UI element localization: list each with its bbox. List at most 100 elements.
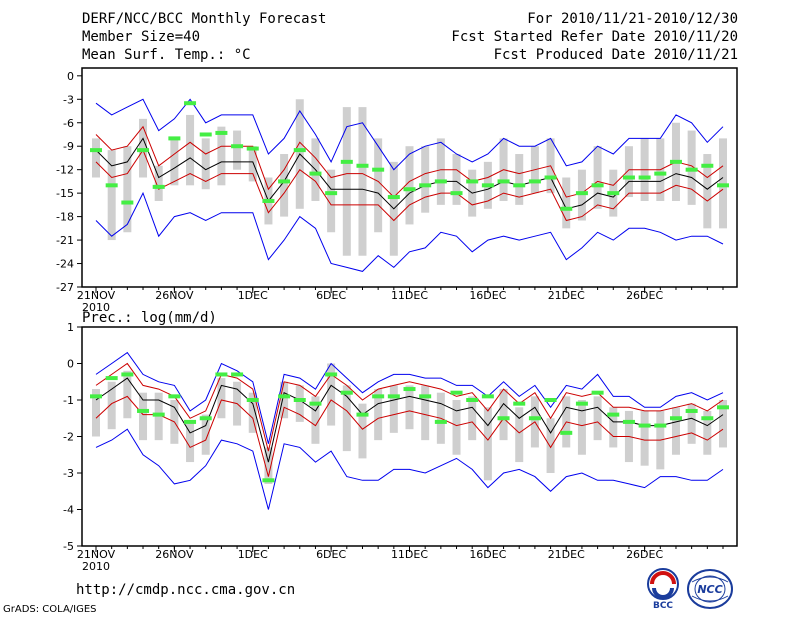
prec-spread-box — [421, 385, 430, 441]
prec-upper-inner-line — [95, 362, 724, 452]
prec-observed-mark — [701, 416, 714, 421]
prec-year-label: 2010 — [82, 560, 110, 573]
temp-spread-box — [327, 169, 336, 233]
prec-observed-mark — [685, 408, 698, 413]
temp-observed-mark — [497, 179, 510, 184]
prec-observed-mark — [137, 408, 150, 413]
temp-ytick-label: 0 — [67, 70, 74, 83]
temp-observed-mark — [215, 130, 228, 135]
temp-observed-mark — [325, 191, 338, 196]
prec-observed-mark — [717, 405, 729, 410]
temp-spread-box — [342, 107, 351, 256]
prec-ytick-label: -5 — [63, 540, 74, 553]
prec-observed-mark — [309, 401, 322, 406]
temp-observed-mark — [591, 183, 604, 188]
prec-observed-mark — [466, 398, 479, 402]
prec-xtick-label: 16DEC — [469, 548, 506, 561]
temp-spread-box — [92, 138, 100, 178]
ncc-logo-icon: NCC — [687, 569, 733, 609]
temp-spread-box — [593, 146, 602, 209]
temperature-variable-label: Mean Surf. Temp.: °C — [82, 47, 251, 63]
temp-observed-mark — [309, 171, 322, 176]
temp-observed-mark — [701, 163, 714, 168]
bcc-logo-icon: BCC — [647, 568, 679, 610]
temp-spread-box — [405, 146, 414, 225]
temp-spread-box — [421, 146, 430, 213]
grads-credit: GrADS: COLA/IGES — [3, 604, 97, 615]
temp-upper-outer-line — [95, 98, 724, 171]
temp-observed-mark — [90, 148, 102, 153]
prec-observed-mark — [105, 376, 118, 381]
temp-spread-box — [436, 138, 445, 205]
prec-observed-mark — [450, 390, 463, 395]
forecast-period-label: For 2010/11/21-2010/12/30 — [527, 11, 738, 27]
temp-spread-box — [358, 107, 367, 256]
temp-spread-box — [107, 150, 116, 241]
prec-spread-box — [201, 414, 210, 455]
temp-observed-mark — [513, 183, 526, 188]
prec-spread-box — [264, 447, 273, 484]
temp-spread-box — [280, 154, 289, 217]
prec-observed-mark — [497, 416, 510, 421]
temp-spread-box — [374, 138, 383, 233]
temp-spread-box — [123, 146, 132, 233]
temp-observed-mark — [638, 175, 651, 180]
prec-spread-box — [499, 389, 508, 441]
prec-observed-mark — [638, 423, 651, 428]
temp-spread-box — [170, 138, 179, 186]
temp-year-label: 2010 — [82, 301, 110, 314]
temp-observed-mark — [434, 179, 447, 184]
prec-xtick-label: 1DEC — [238, 548, 268, 561]
temp-spread-box — [515, 154, 524, 205]
chart-title: DERF/NCC/BCC Monthly Forecast — [82, 11, 327, 27]
prec-spread-box — [546, 418, 555, 473]
prec-spread-box — [609, 407, 618, 448]
temp-spread-box — [217, 126, 226, 186]
prec-observed-mark — [356, 412, 369, 417]
footer-url: http://cmdp.ncc.cma.gov.cn — [76, 582, 296, 598]
prec-ytick-label: -4 — [63, 504, 74, 517]
temp-ytick-label: -18 — [56, 211, 74, 224]
temp-observed-mark — [560, 206, 573, 211]
prec-spread-box — [295, 385, 304, 422]
prec-ytick-label: 1 — [67, 321, 74, 334]
temp-spread-box — [186, 114, 195, 186]
temp-observed-mark — [403, 187, 416, 192]
temp-observed-mark — [575, 191, 588, 196]
temp-lower-outer-line — [95, 191, 724, 272]
temp-xtick-label: 11DEC — [391, 289, 428, 302]
prec-ytick-label: 0 — [67, 358, 74, 371]
temp-ytick-label: -24 — [56, 258, 74, 271]
prec-observed-mark — [669, 416, 682, 421]
prec-spread-box — [327, 363, 336, 426]
prec-xtick-label: 21DEC — [548, 548, 585, 561]
prec-observed-mark — [293, 398, 306, 402]
prec-observed-mark — [403, 387, 416, 392]
temp-observed-mark — [340, 159, 353, 164]
prec-upper-outer-line — [95, 351, 724, 444]
temp-observed-mark — [466, 179, 479, 184]
temp-spread-box — [248, 146, 257, 182]
prec-xtick-label: 6DEC — [316, 548, 346, 561]
prec-spread-box — [405, 385, 414, 430]
temp-observed-mark — [481, 183, 494, 188]
forecast-produced-label: Fcst Produced Date 2010/11/21 — [493, 47, 738, 63]
temp-observed-mark — [231, 144, 244, 149]
temp-observed-mark — [184, 101, 197, 106]
temp-observed-mark — [168, 136, 181, 141]
prec-spread-box — [671, 407, 680, 455]
temp-observed-mark — [544, 175, 557, 180]
temp-ytick-label: -15 — [56, 187, 74, 200]
prec-observed-mark — [387, 394, 400, 399]
prec-observed-mark — [575, 401, 588, 406]
temp-observed-mark — [685, 167, 698, 172]
prec-spread-box — [452, 400, 461, 455]
prec-observed-mark — [231, 372, 244, 377]
prec-observed-mark — [560, 430, 573, 435]
temp-xtick-label: 21NOV — [77, 289, 116, 302]
prec-spread-box — [703, 410, 712, 455]
temp-observed-mark — [607, 191, 620, 196]
temp-observed-mark — [372, 167, 385, 172]
prec-spread-box — [374, 389, 383, 441]
